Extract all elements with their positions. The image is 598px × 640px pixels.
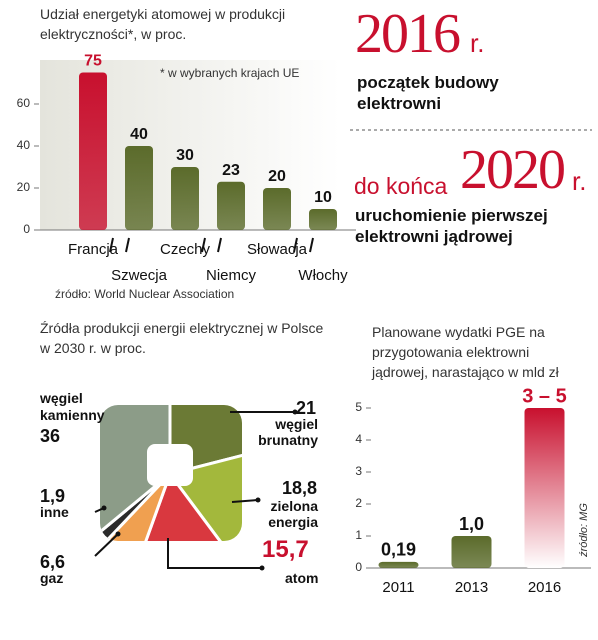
year-big: 2016 [355,3,461,65]
leader-dot [115,531,121,537]
y-tick-label: 4 [355,432,362,446]
slice-value: 18,8 [282,478,318,498]
bar [263,188,291,230]
leader-dot [292,409,298,415]
slice-value: 36 [40,426,61,446]
value-label: 3 – 5 [522,385,566,407]
bar [309,209,337,230]
y-tick-label: 0 [23,222,30,236]
leader-dot [259,565,265,571]
slice-label: atom [285,570,319,586]
y-tick-label: 5 [355,400,362,414]
y-tick-label: 20 [17,180,31,194]
x-tick-label: Czechy [160,241,211,258]
leader-line [231,499,259,503]
slice-value: 1,9 [40,486,66,506]
value-label: 1,0 [459,514,484,534]
slice-label: węgiel kamienny [40,390,105,423]
year-big: 2020 [460,139,566,201]
bar [217,181,245,230]
pie-slice [124,470,242,541]
leader-dot [101,505,107,511]
leader-line [94,533,119,557]
value-label: 0,19 [381,540,416,560]
pie-slice [168,405,242,476]
label-pointer [201,237,206,253]
chart-title: Źródła produkcji energii elektrycznej w … [40,320,324,356]
value-label: 30 [176,147,194,164]
x-tick-label: 2011 [382,579,414,596]
value-label: 75 [84,53,102,70]
bar [171,167,199,230]
slice-label: inne [40,504,69,520]
y-tick-label: 60 [17,96,31,110]
label-pointer [109,237,114,253]
x-tick-label: Włochy [298,267,348,284]
x-tick-label: Niemcy [206,267,257,284]
chart-title: Planowane wydatki PGE na przygotowania e… [372,324,559,380]
leader-line [167,538,262,569]
slice-label: zielona energia [268,498,318,530]
pie-slice [100,405,172,541]
y-tick-label: 2 [355,496,362,510]
value-label: 40 [130,126,148,143]
chart-title: Udział energetyki atomowej w produkcji e… [40,6,286,42]
bar [125,146,153,230]
x-tick-label: Francja [68,241,119,258]
slice-value: 15,7 [262,536,309,563]
bar [451,536,492,568]
year-suffix: r. [470,28,485,58]
label-pointer [293,237,298,253]
y-tick-label: 1 [355,528,362,542]
slice-label: węgiel brunatny [258,416,318,448]
source: źródło: MG [578,503,590,558]
pie [100,405,242,541]
y-tick-label: 0 [355,560,362,574]
x-tick-label: Słowacja [247,241,308,258]
label-pointer [309,237,314,253]
pie-slice [100,472,172,541]
milestone-text: uruchomienie pierwszej elektrowni jądrow… [355,206,548,246]
value-label: 20 [268,168,286,185]
label-pointer [217,237,222,253]
note: * w wybranych krajach UE [160,66,300,80]
slice-value: 21 [296,398,317,418]
value-label: 23 [222,162,240,179]
bar [524,408,565,568]
label-pointer [125,237,130,253]
leader-dot [255,497,261,503]
pie-slice [100,472,172,541]
pie-hole [147,444,193,486]
x-tick-label: Szwecja [111,267,168,284]
bar [378,561,419,568]
pie-slice [167,439,242,541]
y-tick-label: 40 [17,138,31,152]
bar [79,72,107,230]
source: źródło: World Nuclear Association [55,287,235,301]
y-tick-label: 3 [355,464,362,478]
value-label: 10 [314,189,332,206]
x-tick-label: 2013 [455,579,488,596]
slice-label: gaz [40,570,64,586]
milestone-text: początek budowy elektrowni [357,73,499,113]
prefix: do końca [354,173,448,199]
x-tick-label: 2016 [528,579,561,596]
year-suffix: r. [572,166,587,196]
slice-value: 6,6 [40,552,66,572]
